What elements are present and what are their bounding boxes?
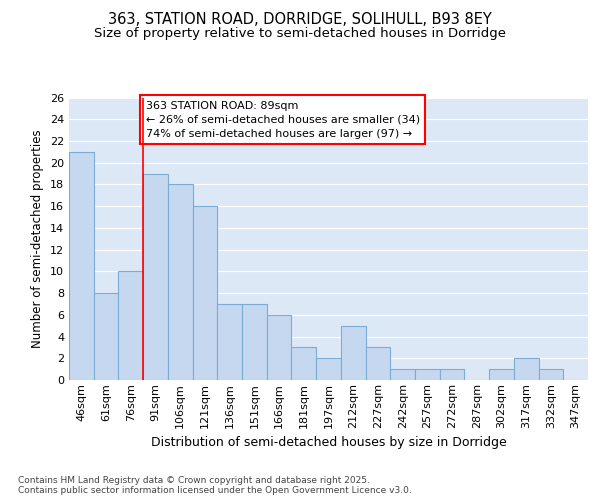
Bar	[69, 152, 94, 380]
Bar	[94, 293, 118, 380]
Bar	[267, 315, 292, 380]
Bar	[514, 358, 539, 380]
Bar	[193, 206, 217, 380]
Text: 363 STATION ROAD: 89sqm
← 26% of semi-detached houses are smaller (34)
74% of se: 363 STATION ROAD: 89sqm ← 26% of semi-de…	[146, 101, 420, 139]
Bar	[292, 348, 316, 380]
Bar	[341, 326, 365, 380]
Text: Size of property relative to semi-detached houses in Dorridge: Size of property relative to semi-detach…	[94, 28, 506, 40]
X-axis label: Distribution of semi-detached houses by size in Dorridge: Distribution of semi-detached houses by …	[151, 436, 506, 449]
Text: 363, STATION ROAD, DORRIDGE, SOLIHULL, B93 8EY: 363, STATION ROAD, DORRIDGE, SOLIHULL, B…	[108, 12, 492, 28]
Bar	[316, 358, 341, 380]
Bar	[390, 369, 415, 380]
Bar	[365, 348, 390, 380]
Bar	[168, 184, 193, 380]
Bar	[489, 369, 514, 380]
Bar	[143, 174, 168, 380]
Bar	[118, 272, 143, 380]
Bar	[440, 369, 464, 380]
Bar	[415, 369, 440, 380]
Bar	[539, 369, 563, 380]
Bar	[242, 304, 267, 380]
Text: Contains HM Land Registry data © Crown copyright and database right 2025.
Contai: Contains HM Land Registry data © Crown c…	[18, 476, 412, 495]
Bar	[217, 304, 242, 380]
Y-axis label: Number of semi-detached properties: Number of semi-detached properties	[31, 130, 44, 348]
